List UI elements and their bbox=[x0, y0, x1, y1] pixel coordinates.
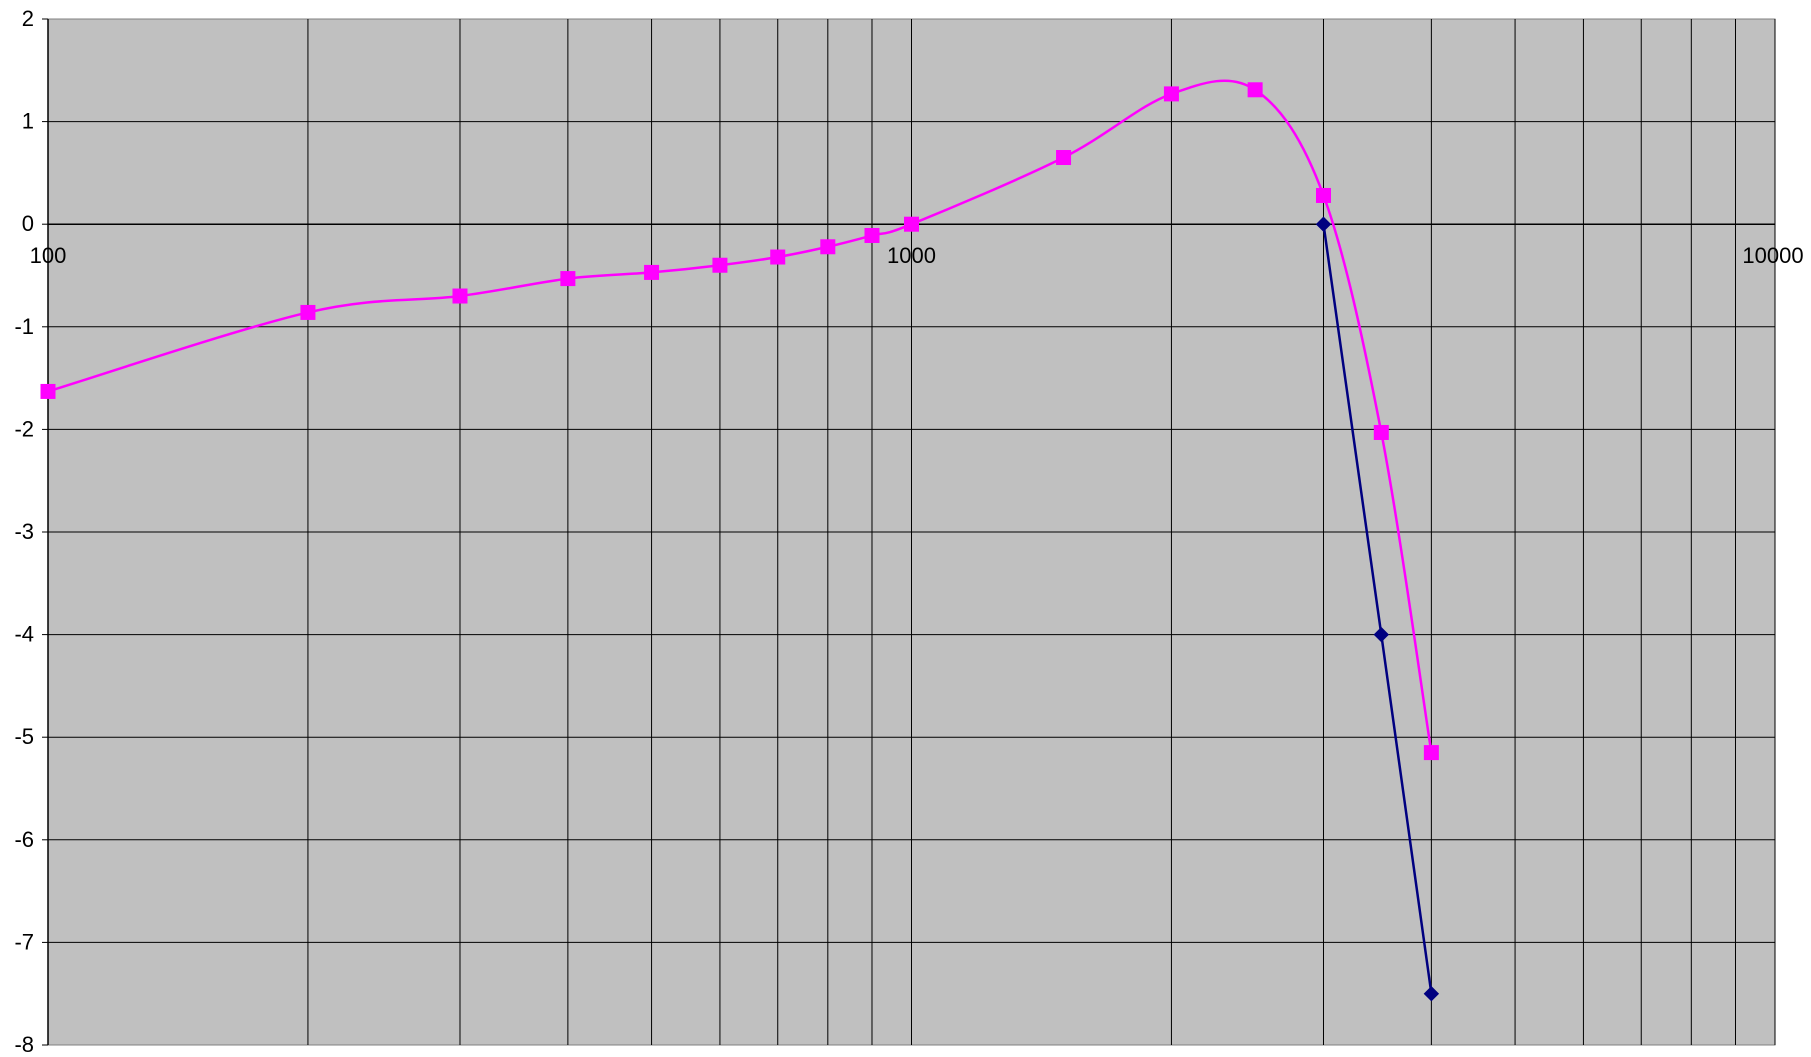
y-tick-label: -4 bbox=[14, 622, 34, 647]
markers-group bbox=[40, 82, 1440, 1002]
data-point-square bbox=[1315, 187, 1331, 203]
data-point-diamond bbox=[1373, 626, 1390, 643]
data-point-square bbox=[300, 304, 316, 320]
data-point-diamond bbox=[1315, 216, 1332, 232]
data-point-square bbox=[644, 264, 660, 280]
data-point-square bbox=[864, 227, 880, 243]
y-tick-label: -7 bbox=[14, 929, 34, 954]
y-tick-label: 1 bbox=[22, 109, 34, 134]
data-point-square bbox=[560, 271, 576, 287]
data-point-square bbox=[712, 257, 728, 273]
y-tick-label: 0 bbox=[22, 211, 34, 236]
data-point-diamond bbox=[1423, 985, 1440, 1002]
data-point-square bbox=[820, 239, 836, 255]
data-point-square bbox=[1373, 424, 1389, 440]
data-point-square bbox=[1056, 150, 1072, 166]
y-tick-label: -1 bbox=[14, 314, 34, 339]
y-tick-label: 2 bbox=[22, 6, 34, 31]
data-point-square bbox=[904, 216, 919, 232]
grid bbox=[47, 19, 1776, 1045]
data-point-square bbox=[1163, 86, 1179, 102]
x-tick-label: 10000 bbox=[1742, 243, 1803, 268]
data-point-square bbox=[452, 288, 468, 304]
y-tick-label: -6 bbox=[14, 827, 34, 852]
data-point-square bbox=[1423, 745, 1439, 761]
y-tick-label: -5 bbox=[14, 724, 34, 749]
data-point-square bbox=[40, 383, 56, 399]
data-point-square bbox=[1247, 82, 1263, 98]
x-tick-label: 1000 bbox=[887, 243, 936, 268]
y-tick-label: -2 bbox=[14, 416, 34, 441]
x-tick-label: 100 bbox=[30, 243, 67, 268]
data-point-square bbox=[770, 249, 786, 265]
y-tick-label: -3 bbox=[14, 519, 34, 544]
y-tick-label: -8 bbox=[14, 1032, 34, 1057]
